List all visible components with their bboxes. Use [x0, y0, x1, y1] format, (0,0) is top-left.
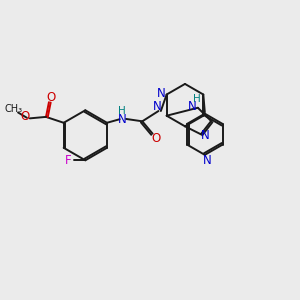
- Text: H: H: [193, 94, 201, 104]
- Text: O: O: [46, 91, 56, 104]
- Text: N: N: [118, 113, 126, 126]
- Text: CH₃: CH₃: [4, 103, 22, 114]
- Text: N: N: [188, 100, 197, 113]
- Text: N: N: [153, 100, 161, 113]
- Text: H: H: [118, 106, 126, 116]
- Text: O: O: [151, 132, 160, 145]
- Text: F: F: [65, 154, 72, 167]
- Text: N: N: [203, 154, 212, 167]
- Text: O: O: [20, 110, 29, 123]
- Text: N: N: [201, 129, 210, 142]
- Text: N: N: [157, 87, 166, 100]
